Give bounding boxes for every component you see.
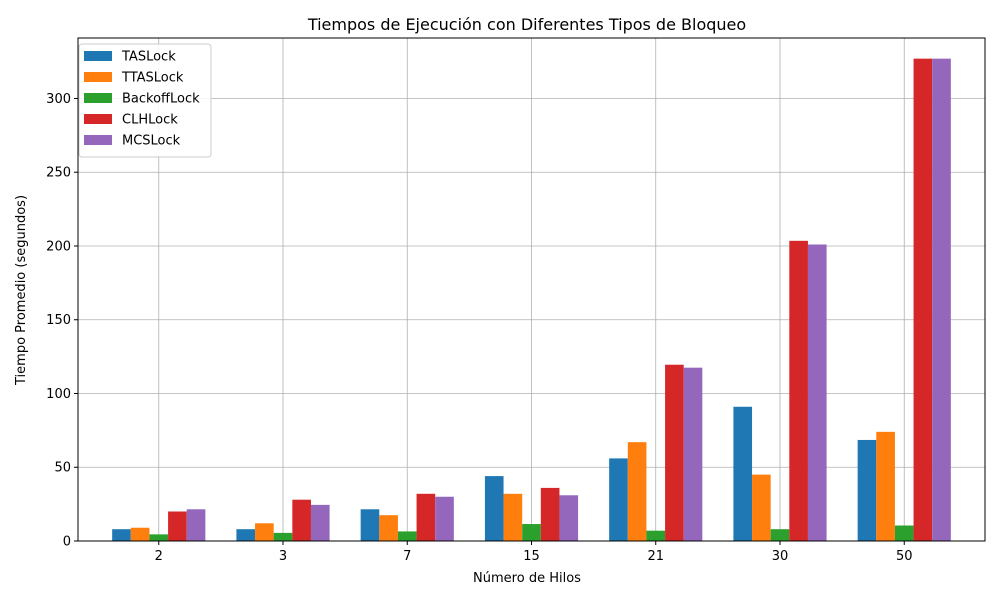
chart-title: Tiempos de Ejecución con Diferentes Tipo… <box>307 15 746 34</box>
bar-backofflock-30 <box>770 529 790 541</box>
y-tick-label: 300 <box>46 92 71 107</box>
bar-mcslock-30 <box>807 244 827 542</box>
bars <box>112 58 951 542</box>
x-tick-label: 3 <box>279 549 287 564</box>
legend-label-clhlock: CLHLock <box>122 113 178 128</box>
grid <box>78 38 985 542</box>
y-tick-label: 150 <box>46 313 71 328</box>
legend-swatch-backofflock <box>84 93 112 103</box>
legend-swatch-ttaslock <box>84 72 112 82</box>
legend: TASLock TTASLock BackoffLock CLHLock MCSLock <box>78 43 212 158</box>
bar-ttaslock-2 <box>130 527 150 541</box>
bar-taslock-7 <box>360 509 380 541</box>
bar-clhlock-15 <box>540 487 560 541</box>
bar-mcslock-15 <box>559 495 579 541</box>
bar-taslock-2 <box>112 529 131 541</box>
axes: 2 3 7 15 21 30 50 0 50 100 150 200 250 300 <box>46 37 986 564</box>
legend-label-mcslock: MCSLock <box>122 134 181 149</box>
bar-mcslock-50 <box>932 58 951 541</box>
bar-ttaslock-50 <box>876 431 895 541</box>
y-axis-label: Tiempo Promedio (segundos) <box>14 195 29 386</box>
bar-backofflock-15 <box>522 524 541 541</box>
bar-clhlock-30 <box>789 240 808 542</box>
bar-ttaslock-7 <box>379 515 398 541</box>
bar-mcslock-3 <box>310 504 330 541</box>
legend-label-ttaslock: TTASLock <box>121 71 184 86</box>
bar-mcslock-21 <box>683 367 703 541</box>
y-tick-label: 50 <box>54 461 71 476</box>
x-tick-label: 15 <box>523 549 540 564</box>
y-tick-label: 200 <box>46 239 71 254</box>
bar-backofflock-21 <box>646 530 666 541</box>
bar-backofflock-3 <box>273 532 293 541</box>
bar-clhlock-21 <box>665 364 684 541</box>
y-tick-label: 0 <box>63 535 71 550</box>
x-tick-label: 2 <box>155 549 163 564</box>
bar-taslock-3 <box>236 529 256 541</box>
bar-backofflock-2 <box>149 534 169 541</box>
bar-backofflock-7 <box>397 531 417 541</box>
bar-taslock-21 <box>609 458 628 541</box>
legend-label-backofflock: BackoffLock <box>122 92 200 107</box>
bar-clhlock-3 <box>292 499 311 541</box>
bar-clhlock-2 <box>168 511 187 541</box>
legend-swatch-clhlock <box>84 114 112 124</box>
x-tick-label: 7 <box>403 549 411 564</box>
bar-taslock-50 <box>857 439 877 541</box>
legend-label-taslock: TASLock <box>121 50 176 65</box>
x-axis-label: Número de Hilos <box>473 571 581 586</box>
legend-swatch-taslock <box>84 51 112 61</box>
y-tick-label: 250 <box>46 166 71 181</box>
x-tick-label: 30 <box>772 549 789 564</box>
bar-mcslock-2 <box>186 509 206 541</box>
bar-ttaslock-21 <box>627 442 647 541</box>
bar-clhlock-50 <box>913 58 933 541</box>
bar-backofflock-50 <box>894 525 914 541</box>
x-tick-label: 21 <box>647 549 664 564</box>
bar-taslock-30 <box>733 406 753 541</box>
y-tick-label: 100 <box>46 387 71 402</box>
bar-clhlock-7 <box>416 493 436 541</box>
bar-ttaslock-15 <box>503 493 523 541</box>
bar-taslock-15 <box>484 476 504 541</box>
bar-mcslock-7 <box>435 496 454 541</box>
legend-swatch-mcslock <box>84 135 112 145</box>
bar-ttaslock-30 <box>752 474 771 541</box>
x-tick-label: 50 <box>896 549 913 564</box>
bar-ttaslock-3 <box>255 523 274 541</box>
